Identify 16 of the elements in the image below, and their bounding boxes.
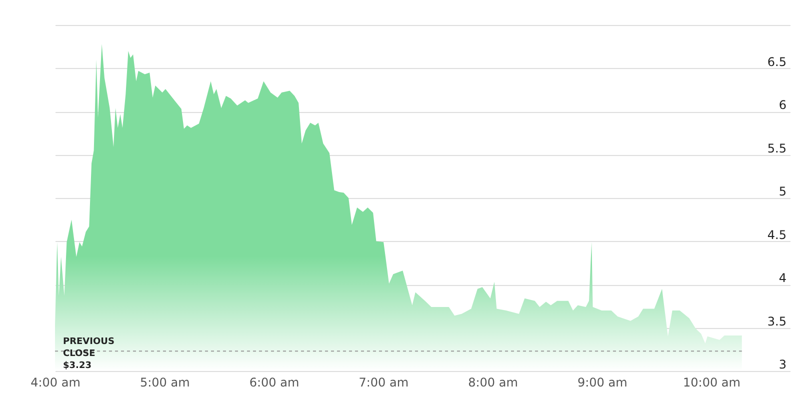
y-tick-label: 4.5	[767, 228, 786, 242]
x-tick-label: 4:00 am	[30, 376, 80, 390]
y-tick-label: 3	[778, 358, 786, 372]
y-tick-label: 4	[778, 271, 786, 285]
y-tick-label: 6.5	[767, 54, 786, 69]
ref-line-label: PREVIOUS CLOSE $3.23	[63, 337, 114, 372]
y-tick-label: 5.5	[767, 141, 786, 156]
y-tick-label: 3.5	[767, 314, 786, 328]
x-tick-label: 7:00 am	[358, 376, 409, 390]
y-tick-label: 6	[778, 98, 786, 112]
y-tick-label: 5	[778, 184, 786, 198]
x-tick-label: 5:00 am	[140, 376, 190, 390]
x-tick-label: 9:00 am	[577, 376, 628, 390]
x-tick-label: 6:00 am	[249, 376, 300, 390]
x-tick-label: 10:00 am	[683, 376, 740, 390]
x-tick-label: 8:00 am	[468, 376, 518, 390]
